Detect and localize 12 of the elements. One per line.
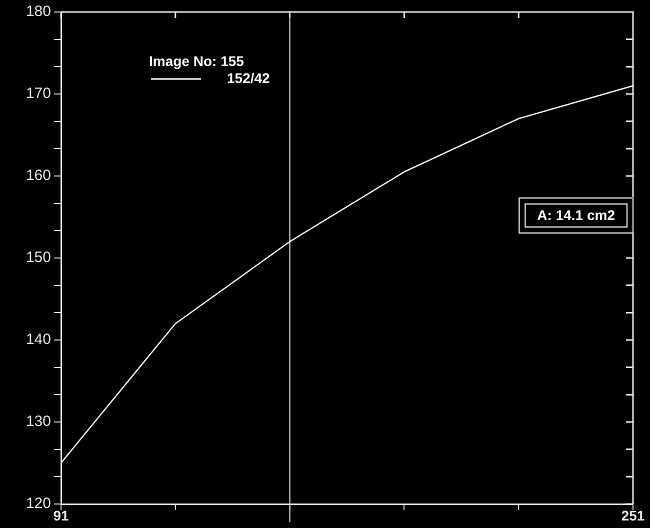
y-tick-label: 180	[26, 3, 51, 20]
y-tick-label: 160	[26, 167, 51, 184]
x-tick-label: 251	[621, 507, 645, 524]
y-tick-label: 170	[26, 85, 51, 102]
x-tick-label: 91	[53, 507, 69, 524]
annotation: A: 14.1 cm2	[537, 206, 616, 223]
legend-title: Image No: 155	[149, 52, 244, 69]
y-tick-label: 150	[26, 249, 51, 266]
y-tick-label: 140	[26, 331, 51, 348]
legend-label: 152/42	[227, 70, 270, 86]
y-tick-label: 120	[26, 495, 51, 512]
y-tick-label: 130	[26, 413, 51, 430]
